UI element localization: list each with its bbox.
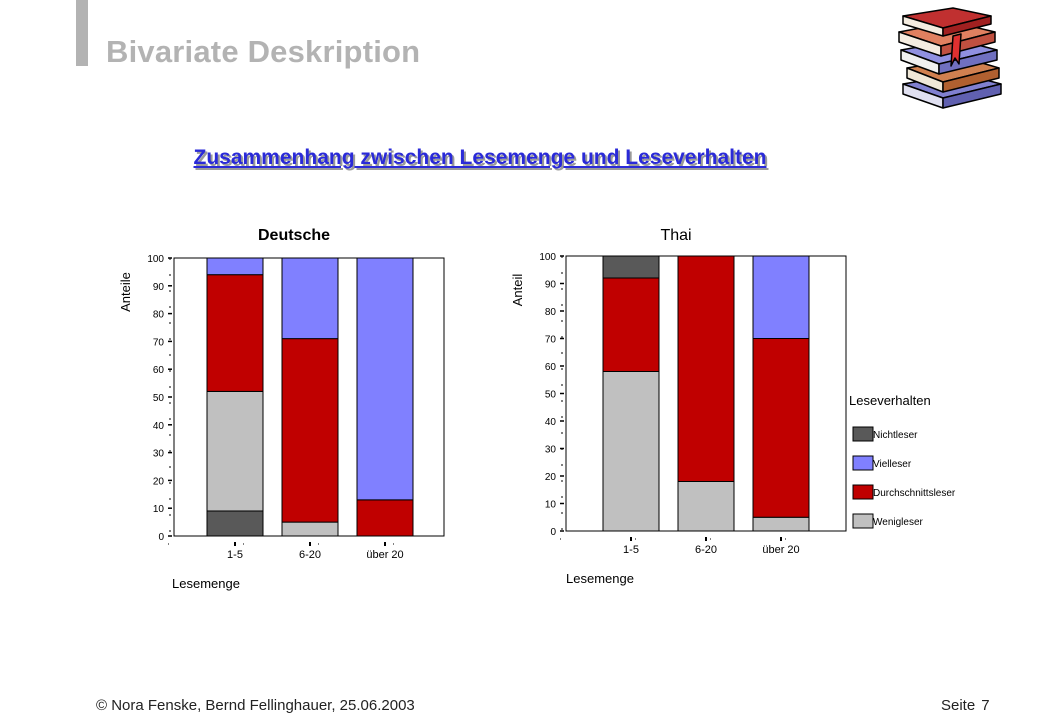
bar-segment [752, 255, 810, 339]
y-tick-label: 50 [153, 393, 165, 404]
bar-segment [281, 521, 339, 537]
bar-segment [206, 274, 264, 392]
page-label: Seite [941, 697, 976, 714]
footer-authors: © Nora Fenske, Bernd Fellinghauer, 25.06… [96, 697, 415, 714]
x-tick-label: 6-20 [695, 544, 717, 556]
x-tick-label: über 20 [366, 549, 403, 561]
chart-svg: Thai 0 10 20 30 40 50 60 70 80 90 100 Anteil 1-5 6-20 ü… [510, 227, 956, 586]
y-tick-label: 60 [545, 362, 557, 373]
y-tick-label: 40 [545, 417, 557, 428]
footer-page: Seite 7 [935, 697, 990, 714]
chart-subtitle: Zusammenhang zwischen Lesemenge und Lese… [193, 146, 767, 169]
bar-segment [677, 481, 735, 532]
y-tick-label: 80 [545, 307, 557, 318]
y-tick-label: 100 [539, 252, 556, 263]
title-accent-bar [76, 0, 88, 66]
y-tick-label: 10 [153, 504, 165, 515]
legend-label: Durchschnittsleser [873, 488, 956, 499]
bar-segment [752, 516, 810, 532]
bar-segment [752, 338, 810, 518]
chart-thai: Thai 0 10 20 30 40 50 60 70 80 90 100 Anteil 1-5 6-20 ü… [510, 216, 956, 596]
bar-segment [602, 255, 660, 279]
x-axis-label: Lesemenge [172, 576, 240, 591]
bar-segment [677, 255, 735, 482]
legend-label: Vielleser [873, 459, 912, 470]
legend-label: Wenigleser [873, 517, 924, 528]
legend-title: Leseverhalten [849, 393, 931, 408]
bar-segment [206, 390, 264, 512]
legend-swatch [852, 484, 874, 500]
x-tick-label: 6-20 [299, 549, 321, 561]
y-tick-label: 20 [153, 476, 165, 487]
y-tick-label: 70 [545, 335, 557, 346]
books-icon [893, 6, 1011, 112]
y-tick-label: 30 [545, 445, 557, 456]
y-tick-label: 30 [153, 449, 165, 460]
y-tick-label: 10 [545, 500, 557, 511]
bar-segment [602, 371, 660, 532]
x-tick-label: über 20 [762, 544, 799, 556]
y-axis-label: Anteile [118, 272, 133, 312]
x-tick-label: 1-5 [227, 549, 243, 561]
bar-segment [356, 257, 414, 501]
legend-label: Nichtleser [873, 430, 918, 441]
y-tick-label: 50 [545, 390, 557, 401]
page-number: 7 [981, 697, 990, 714]
y-tick-label: 80 [153, 310, 165, 321]
y-tick-label: 100 [147, 254, 164, 265]
bar-segment [602, 277, 660, 372]
y-axis-label: Anteil [510, 274, 525, 307]
bar-segment [206, 510, 264, 537]
bar-segment [356, 499, 414, 537]
legend-swatch [852, 513, 874, 529]
x-tick-label: 1-5 [623, 544, 639, 556]
chart-deutsche: Deutsche 0 10 20 30 40 50 60 70 80 90 100 Anteile 1-5… [112, 216, 445, 596]
y-tick-label: 0 [550, 527, 556, 538]
y-tick-label: 40 [153, 421, 165, 432]
chart-svg: Deutsche 0 10 20 30 40 50 60 70 80 90 100 Anteile 1-5… [118, 227, 445, 591]
y-tick-label: 90 [545, 280, 557, 291]
chart-title: Deutsche [258, 227, 330, 244]
slide-title: Bivariate Deskription [106, 34, 421, 69]
chart-title: Thai [660, 227, 691, 244]
legend-swatch [852, 455, 874, 471]
y-tick-label: 60 [153, 365, 165, 376]
legend-swatch [852, 426, 874, 442]
x-axis-label: Lesemenge [566, 571, 634, 586]
bar-segment [281, 338, 339, 523]
y-tick-label: 0 [158, 532, 164, 543]
bar-segment [206, 257, 264, 276]
y-tick-label: 20 [545, 472, 557, 483]
bar-segment [281, 257, 339, 340]
y-tick-label: 70 [153, 337, 165, 348]
y-tick-label: 90 [153, 282, 165, 293]
